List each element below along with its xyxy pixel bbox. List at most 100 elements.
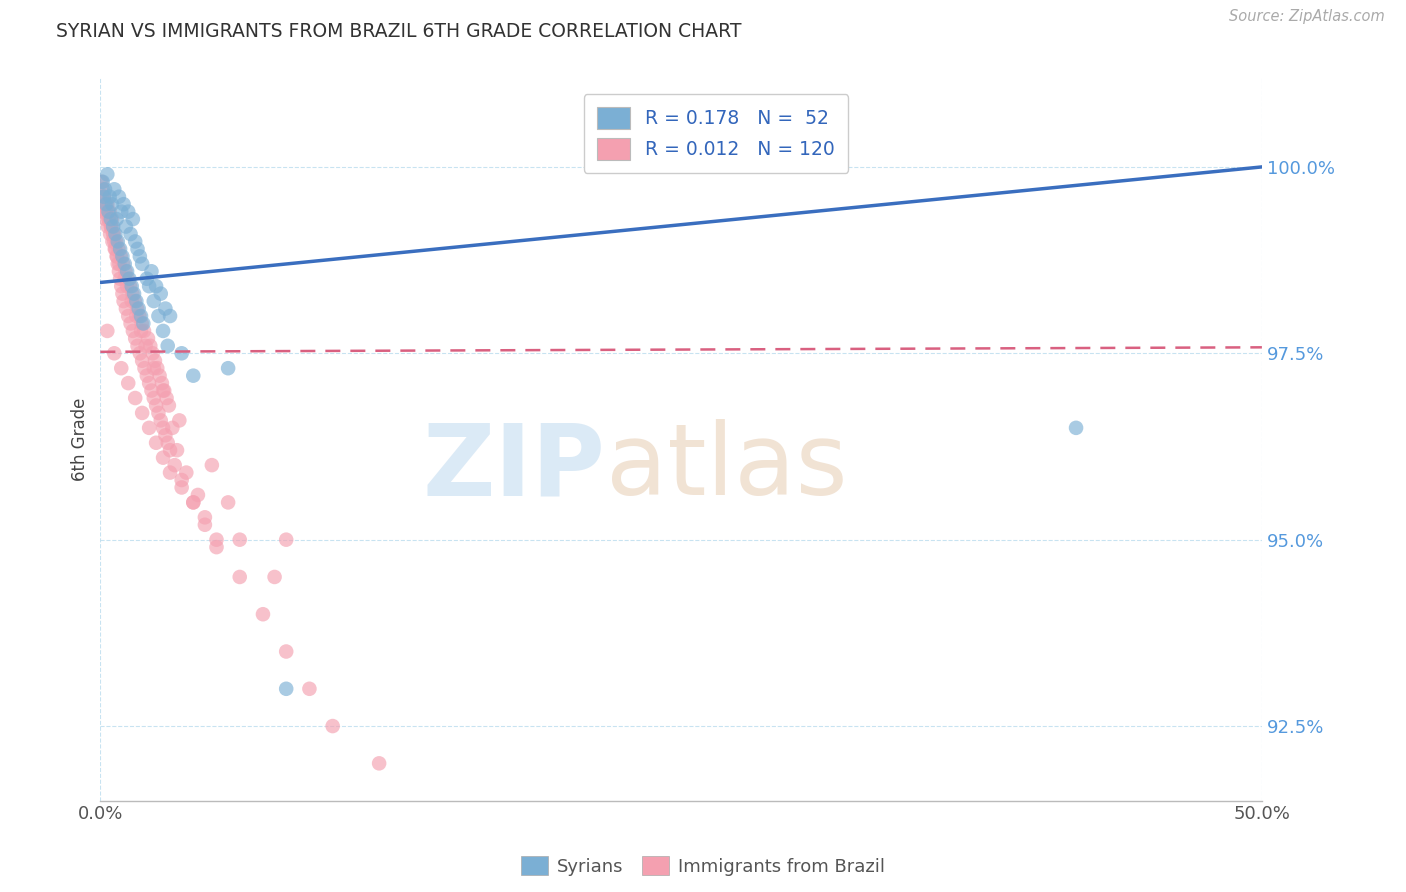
- Point: [120, 279, 142, 293]
- Point: [114, 257, 136, 271]
- Point: [166, 443, 188, 458]
- Point: [125, 301, 148, 316]
- Point: [108, 257, 131, 271]
- Point: [115, 219, 138, 234]
- Point: [146, 361, 169, 376]
- Point: [194, 510, 217, 524]
- Point: [176, 466, 198, 480]
- Point: [101, 235, 124, 249]
- Point: [125, 309, 148, 323]
- Point: [91, 204, 114, 219]
- Point: [129, 324, 152, 338]
- Point: [121, 294, 143, 309]
- Point: [111, 249, 134, 263]
- Point: [103, 235, 125, 249]
- Point: [132, 324, 155, 338]
- Point: [217, 495, 239, 509]
- Point: [128, 309, 150, 323]
- Point: [105, 249, 128, 263]
- Point: [201, 458, 224, 472]
- Point: [229, 570, 252, 584]
- Point: [110, 361, 132, 376]
- Point: [121, 286, 143, 301]
- Point: [115, 301, 138, 316]
- Point: [152, 324, 174, 338]
- Point: [115, 279, 138, 293]
- Point: [152, 450, 174, 465]
- Point: [114, 264, 136, 278]
- Point: [131, 257, 153, 271]
- Point: [153, 384, 176, 398]
- Point: [159, 466, 181, 480]
- Point: [122, 324, 145, 338]
- Point: [124, 294, 146, 309]
- Point: [104, 242, 127, 256]
- Point: [118, 271, 141, 285]
- Point: [94, 212, 117, 227]
- Point: [108, 242, 131, 256]
- Point: [169, 413, 191, 427]
- Point: [322, 719, 344, 733]
- Point: [101, 212, 124, 227]
- Point: [93, 190, 115, 204]
- Point: [138, 421, 160, 435]
- Point: [128, 301, 150, 316]
- Point: [101, 219, 124, 234]
- Point: [117, 309, 139, 323]
- Point: [120, 227, 142, 241]
- Point: [124, 391, 146, 405]
- Point: [129, 309, 152, 323]
- Point: [163, 458, 186, 472]
- Point: [145, 279, 167, 293]
- Point: [94, 182, 117, 196]
- Point: [252, 607, 274, 622]
- Point: [263, 570, 285, 584]
- Point: [105, 235, 128, 249]
- Point: [96, 204, 118, 219]
- Point: [117, 204, 139, 219]
- Point: [108, 190, 131, 204]
- Point: [100, 219, 122, 234]
- Point: [93, 197, 115, 211]
- Point: [103, 346, 125, 360]
- Point: [181, 495, 204, 509]
- Text: SYRIAN VS IMMIGRANTS FROM BRAZIL 6TH GRADE CORRELATION CHART: SYRIAN VS IMMIGRANTS FROM BRAZIL 6TH GRA…: [56, 22, 742, 41]
- Point: [148, 309, 170, 323]
- Point: [181, 495, 204, 509]
- Point: [121, 279, 143, 293]
- Point: [105, 249, 128, 263]
- Point: [101, 197, 124, 211]
- Point: [170, 481, 193, 495]
- Point: [107, 235, 129, 249]
- Point: [98, 190, 121, 204]
- Point: [131, 353, 153, 368]
- Legend: R = 0.178   N =  52, R = 0.012   N = 120: R = 0.178 N = 52, R = 0.012 N = 120: [583, 94, 848, 173]
- Point: [135, 271, 157, 285]
- Point: [97, 212, 120, 227]
- Point: [149, 413, 172, 427]
- Y-axis label: 6th Grade: 6th Grade: [72, 397, 89, 481]
- Point: [156, 339, 179, 353]
- Point: [96, 204, 118, 219]
- Point: [131, 406, 153, 420]
- Point: [128, 346, 150, 360]
- Point: [187, 488, 209, 502]
- Point: [97, 219, 120, 234]
- Point: [101, 227, 124, 241]
- Point: [298, 681, 321, 696]
- Point: [125, 294, 148, 309]
- Point: [93, 190, 115, 204]
- Legend: Syrians, Immigrants from Brazil: Syrians, Immigrants from Brazil: [513, 849, 893, 883]
- Point: [368, 756, 391, 771]
- Point: [145, 435, 167, 450]
- Point: [97, 204, 120, 219]
- Point: [128, 249, 150, 263]
- Point: [156, 435, 179, 450]
- Point: [276, 533, 298, 547]
- Point: [94, 197, 117, 211]
- Point: [108, 271, 131, 285]
- Point: [141, 264, 163, 278]
- Point: [138, 279, 160, 293]
- Point: [127, 242, 149, 256]
- Point: [145, 399, 167, 413]
